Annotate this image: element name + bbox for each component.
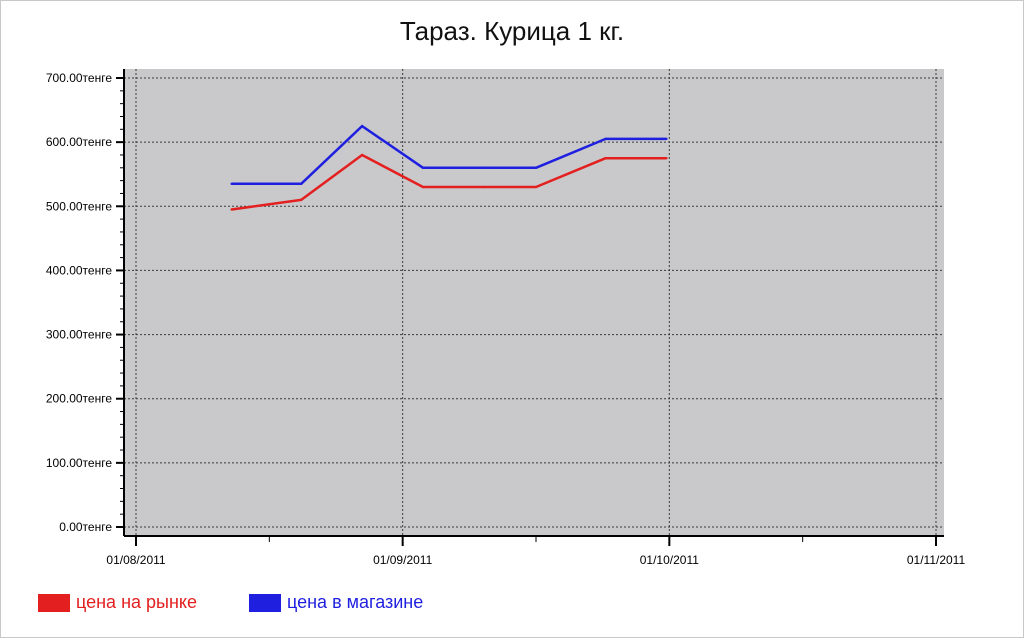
- y-tick-label: 200.00тенге: [46, 392, 112, 406]
- y-tick-label: 500.00тенге: [46, 199, 112, 213]
- data-point-store: [360, 124, 364, 128]
- data-point-market: [534, 185, 538, 189]
- data-point-store: [482, 166, 486, 169]
- data-point-market: [421, 185, 425, 189]
- y-tick-label: 300.00тенге: [46, 328, 112, 342]
- x-tick-label: 01/10/2011: [640, 553, 699, 567]
- x-tick-label: 01/09/2011: [373, 553, 432, 567]
- plot-area: [124, 69, 944, 536]
- series-line-store: [231, 124, 667, 186]
- data-point-store: [421, 166, 425, 169]
- legend-item-store: цена в магазине: [249, 592, 423, 613]
- data-point-market: [482, 185, 486, 189]
- legend: цена на рынке цена в магазине: [38, 592, 475, 613]
- legend-label-market: цена на рынке: [76, 592, 197, 612]
- x-tick-label: 01/11/2011: [907, 553, 966, 567]
- x-tick-label: 01/08/2011: [106, 553, 165, 567]
- y-tick-label: 0.00тенге: [59, 520, 112, 534]
- data-point-store: [300, 182, 303, 186]
- data-point-market: [360, 153, 364, 157]
- legend-swatch-store: [249, 593, 281, 612]
- legend-label-store: цена в магазине: [287, 592, 424, 612]
- y-tick-label: 700.00тенге: [46, 71, 112, 85]
- legend-swatch-market: [38, 593, 70, 612]
- data-point-market: [665, 156, 668, 160]
- data-point-market: [230, 208, 233, 211]
- data-point-market: [300, 198, 303, 202]
- data-point-store: [230, 182, 233, 186]
- data-point-store: [604, 137, 607, 141]
- legend-item-market: цена на рынке: [38, 592, 197, 613]
- series-line-market: [231, 153, 667, 211]
- y-tick-label: 600.00тенге: [46, 135, 112, 149]
- data-point-market: [604, 156, 607, 160]
- data-point-store: [665, 137, 668, 141]
- y-tick-label: 400.00тенге: [46, 263, 112, 277]
- y-tick-label: 100.00тенге: [46, 456, 112, 470]
- data-point-store: [534, 166, 538, 169]
- chart-title: Тараз. Курица 1 кг.: [399, 16, 625, 46]
